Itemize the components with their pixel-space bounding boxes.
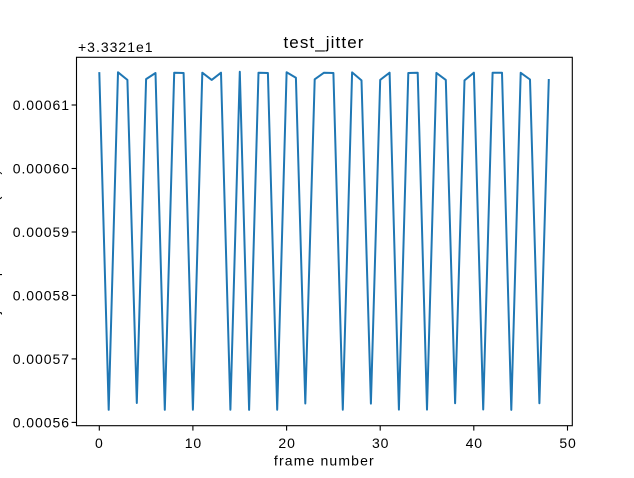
svg-text:0.00057: 0.00057 [13, 351, 70, 367]
svg-text:0.00059: 0.00059 [13, 224, 70, 240]
svg-text:0.00061: 0.00061 [13, 97, 70, 113]
svg-text:frame number: frame number [274, 453, 375, 469]
svg-text:0.00060: 0.00060 [13, 161, 70, 177]
svg-text:10: 10 [185, 435, 202, 451]
svg-text:0.00056: 0.00056 [13, 415, 70, 431]
svg-text:0: 0 [95, 435, 104, 451]
svg-text:0.00058: 0.00058 [13, 288, 70, 304]
svg-text:40: 40 [466, 435, 483, 451]
svg-text:+3.3321e1: +3.3321e1 [78, 39, 154, 55]
svg-text:jitter per frame (ms): jitter per frame (ms) [0, 169, 2, 315]
svg-text:50: 50 [559, 435, 576, 451]
svg-text:20: 20 [278, 435, 295, 451]
svg-text:test_jitter: test_jitter [283, 33, 364, 52]
svg-text:30: 30 [372, 435, 389, 451]
